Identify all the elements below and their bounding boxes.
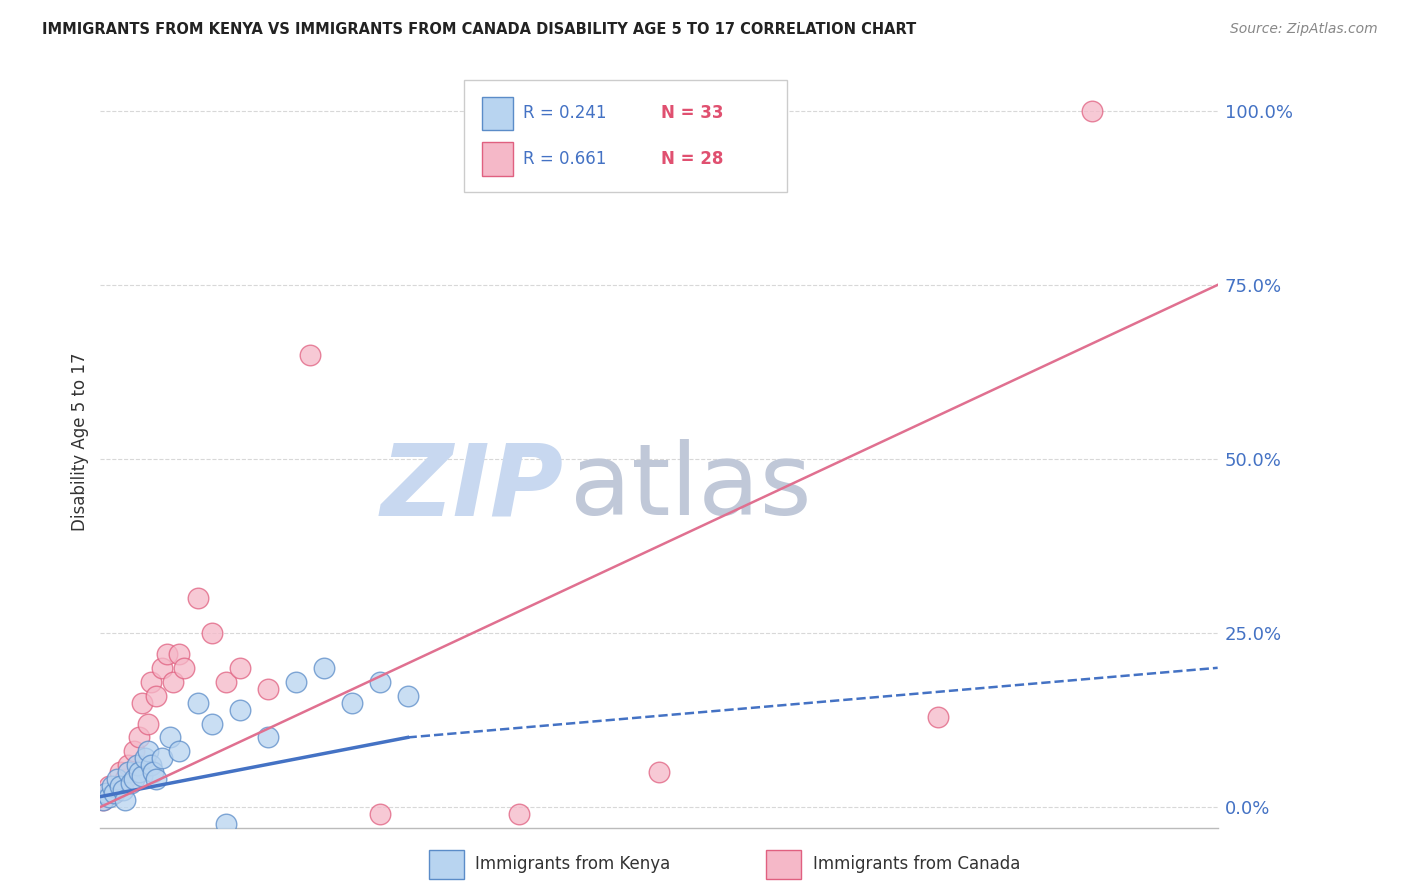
Point bbox=[215, 674, 238, 689]
Point bbox=[312, 661, 335, 675]
Point bbox=[108, 765, 131, 780]
Y-axis label: Disability Age 5 to 17: Disability Age 5 to 17 bbox=[72, 352, 89, 531]
Point bbox=[173, 661, 195, 675]
Point bbox=[145, 689, 167, 703]
Point bbox=[122, 744, 145, 758]
Point bbox=[187, 591, 209, 606]
Text: Immigrants from Canada: Immigrants from Canada bbox=[813, 855, 1019, 873]
Point bbox=[229, 661, 252, 675]
Point bbox=[108, 779, 131, 793]
Point bbox=[136, 716, 159, 731]
Point bbox=[97, 779, 120, 793]
Point bbox=[131, 769, 153, 783]
Point bbox=[340, 696, 363, 710]
Point bbox=[91, 793, 114, 807]
Point bbox=[187, 696, 209, 710]
Point bbox=[139, 758, 162, 772]
Point bbox=[145, 772, 167, 787]
Point bbox=[131, 696, 153, 710]
Point bbox=[298, 347, 321, 361]
Point bbox=[139, 674, 162, 689]
Text: N = 28: N = 28 bbox=[661, 150, 723, 168]
Point bbox=[368, 807, 391, 822]
Point bbox=[103, 786, 125, 800]
Point bbox=[136, 744, 159, 758]
Point bbox=[396, 689, 419, 703]
Point bbox=[1081, 103, 1104, 118]
Text: Source: ZipAtlas.com: Source: ZipAtlas.com bbox=[1230, 22, 1378, 37]
Point bbox=[128, 731, 150, 745]
Point bbox=[162, 674, 184, 689]
Point bbox=[927, 709, 949, 723]
Point bbox=[125, 758, 148, 772]
Point bbox=[111, 782, 134, 797]
Point bbox=[201, 626, 224, 640]
Point bbox=[122, 772, 145, 787]
Text: R = 0.661: R = 0.661 bbox=[523, 150, 606, 168]
Point bbox=[257, 681, 280, 696]
Point bbox=[114, 772, 136, 787]
Point bbox=[159, 731, 181, 745]
Text: Immigrants from Kenya: Immigrants from Kenya bbox=[475, 855, 671, 873]
Point bbox=[97, 789, 120, 804]
Point bbox=[150, 661, 173, 675]
Point bbox=[156, 647, 179, 661]
Point bbox=[91, 793, 114, 807]
Point bbox=[114, 793, 136, 807]
Point bbox=[142, 765, 165, 780]
Text: R = 0.241: R = 0.241 bbox=[523, 104, 606, 122]
Point bbox=[94, 786, 117, 800]
Point bbox=[134, 751, 156, 765]
Point bbox=[100, 779, 122, 793]
Point bbox=[120, 775, 142, 789]
Point bbox=[257, 731, 280, 745]
Point bbox=[508, 807, 530, 822]
Text: IMMIGRANTS FROM KENYA VS IMMIGRANTS FROM CANADA DISABILITY AGE 5 TO 17 CORRELATI: IMMIGRANTS FROM KENYA VS IMMIGRANTS FROM… bbox=[42, 22, 917, 37]
Text: atlas: atlas bbox=[569, 440, 811, 536]
Text: ZIP: ZIP bbox=[381, 440, 564, 536]
Point bbox=[201, 716, 224, 731]
Text: N = 33: N = 33 bbox=[661, 104, 723, 122]
Point bbox=[128, 765, 150, 780]
Point bbox=[103, 786, 125, 800]
Point bbox=[229, 702, 252, 716]
Point bbox=[368, 674, 391, 689]
Point bbox=[117, 765, 139, 780]
Point bbox=[150, 751, 173, 765]
Point bbox=[105, 772, 128, 787]
Point bbox=[167, 744, 190, 758]
Point bbox=[117, 758, 139, 772]
Point bbox=[167, 647, 190, 661]
Point bbox=[284, 674, 307, 689]
Point bbox=[648, 765, 671, 780]
Point bbox=[215, 817, 238, 831]
